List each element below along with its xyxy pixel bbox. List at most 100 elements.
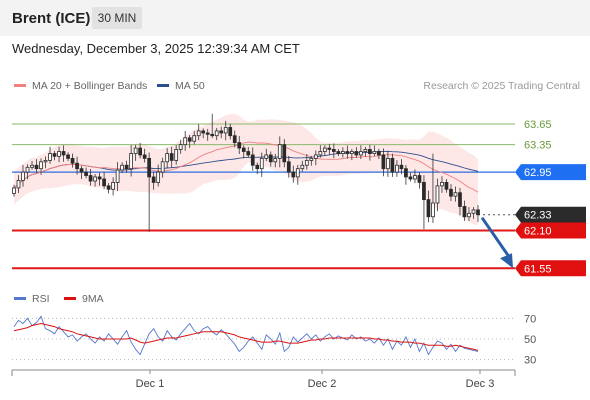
candle-body-53: [250, 154, 255, 166]
ma50-label: MA 50: [175, 80, 205, 92]
candle-body-18: [93, 176, 97, 182]
candle-body-95: [440, 182, 444, 187]
candle-body-66: [309, 157, 314, 161]
candle-body-24: [120, 164, 124, 171]
candle-body-3: [25, 166, 30, 173]
candle-body-52: [246, 151, 251, 156]
candle-body-87: [404, 168, 408, 178]
candle-body-67: [313, 154, 318, 159]
candle-body-50: [237, 142, 242, 149]
instrument-title: Brent (ICE): [12, 10, 91, 27]
level-tag-5: [515, 260, 586, 277]
candle-body-8: [48, 153, 52, 161]
legend-ma20: MA 20 + Bollinger Bands: [14, 80, 147, 92]
candle-body-72: [336, 151, 341, 154]
candle-body-12: [66, 154, 70, 159]
candle-body-25: [124, 164, 129, 170]
candle-body-2: [21, 171, 25, 181]
candle-body-85: [395, 164, 399, 173]
candle-body-4: [30, 164, 34, 168]
candle-body-92: [426, 199, 431, 218]
candle-body-80: [372, 151, 377, 154]
candle-body-46: [219, 130, 224, 134]
candle-body-22: [111, 182, 115, 190]
candle-body-14: [75, 162, 79, 170]
candle-body-17: [88, 175, 93, 182]
legend-ma9: 9MA: [64, 293, 104, 305]
candle-body-19: [97, 176, 102, 180]
candle-body-27: [133, 147, 138, 154]
level-label-1: 63.35: [524, 140, 552, 152]
rsi-ma9-line: [13, 322, 479, 351]
candle-body-76: [354, 151, 359, 156]
candle-body-84: [390, 157, 395, 173]
candle-body-61: [286, 161, 291, 173]
candle-body-96: [444, 182, 449, 190]
candle-body-47: [223, 127, 228, 134]
candle-body-89: [413, 175, 417, 180]
ma20-swatch: [14, 83, 26, 87]
candle-body-102: [471, 209, 476, 214]
candle-body-6: [39, 161, 43, 170]
candle-body-31: [151, 176, 156, 183]
candle-body-39: [187, 137, 192, 142]
ma9-label: 9MA: [82, 293, 104, 305]
candle-body-37: [178, 144, 183, 150]
forecast-arrow-head: [500, 253, 513, 269]
level-label-2: 62.95: [524, 167, 552, 179]
candle-body-62: [291, 171, 296, 178]
candle-body-20: [102, 178, 106, 187]
candle-body-82: [381, 154, 386, 170]
candle-body-41: [196, 130, 201, 137]
ma50-swatch: [157, 83, 169, 87]
datetime-label: Wednesday, December 3, 2025 12:39:34 AM …: [12, 41, 300, 56]
candle-body-55: [259, 157, 264, 170]
candle-body-36: [174, 149, 179, 161]
candle-body-44: [210, 133, 215, 137]
candle-body-29: [142, 154, 147, 159]
candle-body-64: [300, 164, 305, 170]
candle-body-77: [359, 151, 363, 156]
candle-body-69: [322, 147, 327, 152]
candle-body-100: [462, 206, 467, 218]
candle-body-21: [106, 185, 111, 190]
candle-body-86: [399, 164, 404, 170]
rsi-label: RSI: [32, 293, 50, 305]
level-tag-3: [515, 206, 586, 223]
ma9-swatch: [64, 296, 76, 300]
level-label-0: 63.65: [524, 119, 552, 131]
candle-body-73: [340, 151, 345, 154]
candle-body-43: [205, 132, 210, 135]
x-tick-label-1: Dec 2: [308, 378, 337, 390]
bollinger-band-fill: [14, 113, 478, 226]
candle-body-101: [467, 212, 471, 218]
legend-rsi: RSI: [14, 293, 50, 305]
candle-body-10: [57, 151, 61, 157]
ma20-line: [13, 141, 479, 193]
candle-body-5: [34, 164, 39, 170]
candle-body-56: [264, 154, 269, 159]
candle-body-90: [417, 175, 422, 183]
level-tag-4: [515, 222, 586, 239]
candle-body-97: [449, 188, 453, 197]
candle-body-79: [368, 149, 372, 154]
candle-body-32: [156, 171, 161, 183]
candle-body-63: [295, 168, 300, 178]
rsi-swatch: [14, 296, 26, 300]
candle-body-71: [331, 149, 336, 152]
candle-body-16: [84, 171, 88, 176]
candle-body-75: [349, 151, 354, 154]
candle-body-57: [268, 154, 273, 163]
legend-ma50: MA 50: [157, 80, 205, 92]
research-credit: Research © 2025 Trading Central: [423, 80, 580, 92]
candle-body-28: [138, 147, 142, 156]
level-label-5: 61.55: [524, 263, 552, 275]
candle-body-30: [147, 157, 152, 178]
candle-body-59: [277, 144, 282, 159]
rsi-line: [13, 315, 479, 356]
timeframe-badge[interactable]: 30 MIN: [92, 7, 142, 29]
candle-body-103: [476, 209, 480, 216]
candle-body-78: [363, 149, 368, 152]
candle-body-13: [70, 157, 75, 164]
